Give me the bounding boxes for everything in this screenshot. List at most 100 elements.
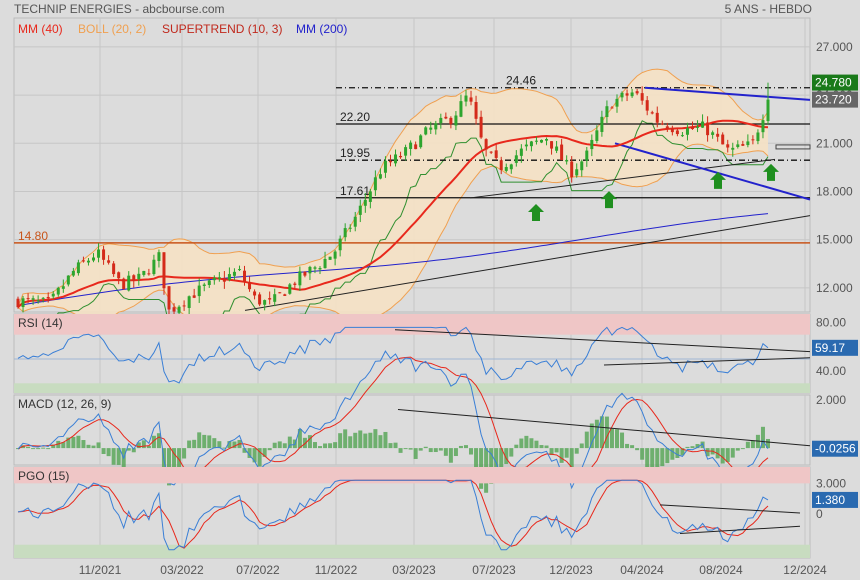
candle-body: [585, 150, 589, 161]
x-axis-tick: 03/2022: [160, 563, 204, 577]
macd-histogram-bar: [323, 443, 328, 449]
macd-histogram-bar: [312, 442, 317, 449]
pgo-overbought-zone: [14, 467, 810, 484]
pgo-line: [17, 479, 769, 551]
candle-body: [288, 284, 292, 294]
candle-body: [192, 295, 196, 298]
candle-body: [645, 100, 649, 111]
pgo-trendline-upper: [659, 504, 801, 514]
candle-body: [51, 293, 55, 297]
candle-body: [424, 127, 428, 135]
macd-histogram-bar: [388, 443, 393, 449]
macd-histogram-bar: [670, 448, 675, 460]
price-y-tick: 27.000: [816, 40, 853, 54]
macd-histogram-bar: [393, 442, 398, 449]
candle-body: [630, 92, 634, 97]
macd-histogram-bar: [428, 448, 433, 453]
macd-histogram-bar: [559, 448, 564, 463]
macd-histogram-bar: [438, 448, 443, 451]
candle-body: [293, 283, 297, 285]
pgo-y-tick: 0: [816, 507, 823, 521]
candle-body: [122, 278, 126, 290]
candle-body: [343, 228, 347, 238]
candle-body: [308, 266, 312, 274]
x-axis-tick: 11/2022: [315, 563, 358, 577]
candle-body: [499, 160, 503, 171]
candle-body: [539, 139, 543, 143]
candle-body: [545, 138, 549, 141]
macd-histogram-bar: [156, 433, 161, 449]
macd-histogram-bar: [232, 441, 237, 449]
candle-body: [162, 252, 166, 289]
macd-histogram-bar: [489, 448, 494, 484]
macd-histogram-bar: [620, 432, 625, 449]
candle-body: [137, 273, 141, 280]
candle-body: [102, 249, 106, 260]
macd-histogram-bar: [524, 435, 529, 449]
candle-body: [459, 101, 463, 117]
candle-body: [746, 141, 750, 146]
candle-body: [92, 257, 96, 261]
candle-body: [731, 147, 735, 150]
x-axis-tick: 12/2023: [549, 563, 593, 577]
macd-histogram-bar: [368, 432, 373, 449]
macd-histogram-bar: [81, 440, 86, 449]
macd-histogram-bar: [348, 436, 353, 449]
macd-histogram-bar: [630, 445, 635, 449]
macd-histogram-bar: [202, 434, 207, 449]
macd-value-badge: [812, 440, 858, 457]
macd-histogram-bar: [650, 448, 655, 468]
candle-body: [253, 291, 257, 296]
macd-histogram-bar: [353, 432, 358, 449]
candle-body: [726, 144, 730, 148]
candle-body: [560, 144, 564, 161]
candle-body: [620, 92, 624, 98]
macd-histogram-bar: [272, 442, 277, 449]
candle-body: [66, 275, 70, 285]
macd-histogram-bar: [247, 448, 252, 458]
macd-title: MACD (12, 26, 9): [18, 397, 111, 411]
macd-histogram-bar: [197, 432, 202, 449]
macd-histogram-bar: [589, 423, 594, 449]
candle-body: [268, 298, 272, 300]
macd-histogram-bar: [514, 444, 519, 449]
macd-histogram-bar: [655, 448, 660, 472]
macd-histogram-bar: [660, 448, 665, 467]
candle-body: [625, 93, 629, 96]
macd-histogram-bar: [474, 448, 479, 473]
macd-histogram-bar: [222, 447, 227, 449]
pgo-value: 1.380: [815, 493, 845, 507]
macd-histogram-bar: [26, 446, 31, 449]
candle-body: [227, 274, 231, 280]
legend-item: MM (40): [18, 22, 63, 36]
mm200-line: [17, 213, 769, 307]
macd-histogram-bar: [740, 448, 745, 450]
macd-histogram-bar: [609, 428, 614, 449]
candle-body: [187, 296, 191, 308]
candle-body: [429, 127, 433, 130]
candle-body: [484, 139, 488, 150]
macd-histogram-bar: [96, 442, 101, 449]
candle-body: [197, 285, 201, 297]
rsi-trendline-upper: [394, 329, 811, 353]
macd-histogram-bar: [735, 448, 740, 451]
candle-body: [504, 167, 508, 171]
mm40-line: [17, 119, 769, 308]
candle-body: [177, 306, 181, 313]
candle-body: [444, 116, 448, 119]
macd-histogram-bar: [730, 448, 735, 458]
candle-body: [655, 112, 659, 123]
candle-body: [534, 140, 538, 142]
price-badge-value: 24.780: [815, 76, 852, 90]
x-axis-tick: 03/2023: [392, 563, 436, 577]
candle-body: [338, 238, 342, 251]
buy-signal-arrow-icon: [528, 204, 544, 221]
macd-histogram-bar: [423, 446, 428, 449]
candle-body: [590, 139, 594, 150]
pgo-y-tick: 3.000: [816, 476, 846, 490]
candle-body: [112, 263, 116, 275]
candle-body: [761, 120, 765, 133]
macd-histogram-bar: [86, 444, 91, 449]
candle-body: [263, 300, 267, 305]
